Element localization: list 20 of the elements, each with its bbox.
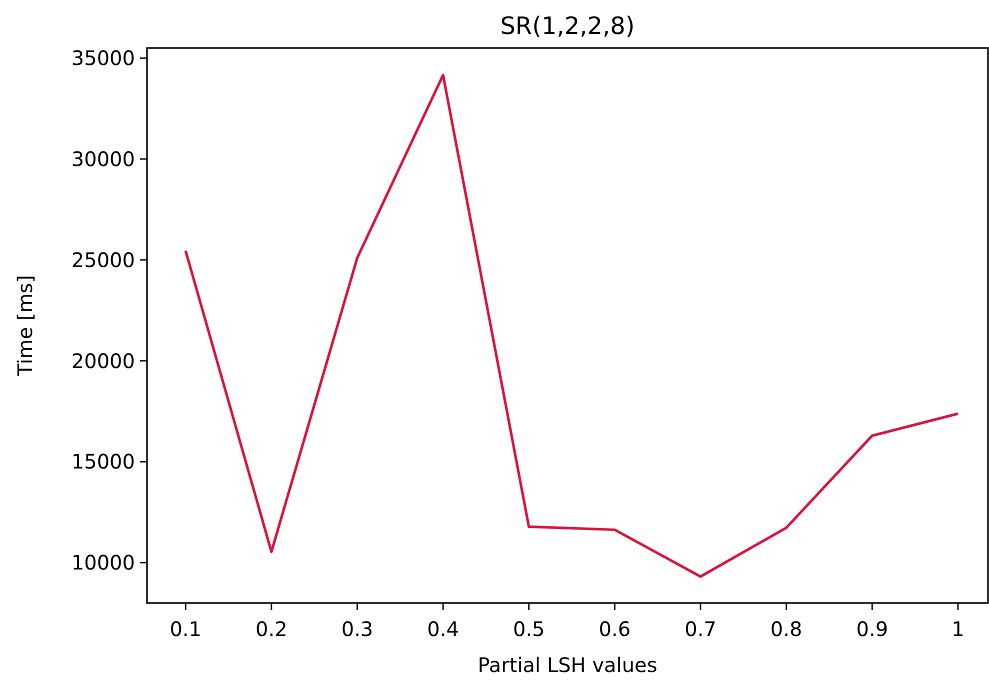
y-tick-label: 10000: [71, 550, 135, 575]
x-tick-label: 0.8: [770, 617, 802, 641]
x-tick-label: 1: [952, 617, 964, 641]
line-series: [184, 74, 960, 578]
x-tick-label: 0.6: [598, 617, 631, 641]
x-tick-label: 0.3: [341, 617, 374, 641]
x-tick-label: 0.9: [856, 617, 888, 641]
y-tick-label: 35000: [71, 46, 135, 70]
y-tick-label: 30000: [71, 147, 135, 171]
y-axis-title: Time [ms]: [13, 275, 37, 377]
y-tick-label: 15000: [71, 450, 135, 474]
x-tick-label: 0.7: [684, 617, 716, 641]
y-tick-label: 25000: [71, 248, 135, 272]
y-tick-label: 20000: [71, 348, 135, 373]
x-tick-label: 0.2: [256, 617, 288, 641]
x-tick-label: 0.1: [170, 617, 202, 641]
x-axis-title: Partial LSH values: [478, 653, 658, 677]
x-tick-label: 0.4: [427, 617, 459, 641]
chart-title: SR(1,2,2,8): [500, 12, 635, 40]
x-tick-label: 0.5: [512, 617, 545, 641]
